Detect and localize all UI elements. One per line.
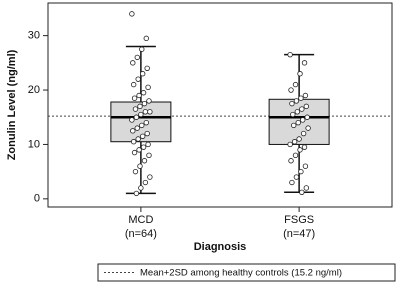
data-point [135, 136, 141, 142]
data-point [134, 125, 140, 131]
data-point [136, 147, 142, 153]
data-point [141, 100, 148, 107]
data-point [142, 109, 149, 115]
data-point [296, 136, 302, 142]
data-point [292, 81, 299, 88]
data-point [297, 147, 303, 153]
data-point [139, 133, 146, 139]
data-point [302, 92, 309, 99]
x-tick-label: MCD [128, 214, 153, 226]
data-point [129, 11, 135, 17]
data-point [136, 92, 142, 99]
data-point [297, 71, 303, 77]
data-point [299, 189, 305, 196]
data-point [142, 179, 149, 186]
data-point [289, 179, 295, 186]
data-point [292, 152, 299, 159]
data-point [146, 98, 152, 104]
data-point [132, 168, 139, 175]
data-point [143, 35, 149, 42]
y-tick-label: 30 [28, 30, 40, 42]
data-point [131, 95, 138, 101]
data-point [139, 46, 145, 52]
x-tick-label: FSGS [284, 214, 314, 226]
data-point [294, 109, 301, 115]
data-point [133, 190, 140, 197]
data-point [299, 106, 305, 112]
data-point [293, 98, 300, 104]
y-tick-label: 10 [28, 138, 40, 150]
data-point [139, 122, 145, 129]
data-point [288, 158, 294, 164]
data-point [138, 185, 144, 191]
data-point [146, 152, 152, 159]
data-point [130, 139, 137, 145]
x-axis-label: Diagnosis [194, 241, 247, 253]
data-point [300, 130, 307, 137]
y-axis-label: Zonulin Level (ng/ml) [6, 49, 18, 160]
data-point [291, 139, 298, 145]
data-point [295, 119, 301, 126]
data-point [137, 103, 143, 110]
data-point [138, 111, 144, 118]
data-point [304, 114, 310, 120]
data-point [301, 60, 308, 66]
x-tick-note: (n=64) [125, 228, 157, 240]
data-point [141, 158, 148, 164]
data-point [147, 109, 153, 115]
data-point [300, 117, 306, 123]
data-point [132, 106, 139, 112]
data-point [133, 114, 140, 120]
data-point [290, 111, 296, 118]
data-point [137, 163, 143, 169]
y-tick-label: 20 [28, 84, 40, 96]
data-point [147, 174, 153, 180]
data-point [289, 100, 295, 107]
data-point [298, 95, 304, 101]
data-point [140, 90, 147, 96]
data-point [130, 128, 136, 134]
data-point [144, 65, 150, 71]
data-point [303, 185, 310, 191]
x-tick-note: (n=47) [283, 228, 315, 240]
data-point [143, 119, 149, 126]
data-point [291, 122, 297, 129]
data-point [140, 144, 147, 150]
data-point [287, 141, 293, 148]
data-point [139, 71, 146, 77]
data-point [130, 60, 136, 66]
legend-label: Mean+2SD among healthy controls (15.2 ng… [140, 268, 342, 279]
legend-box [97, 263, 396, 282]
data-point [135, 76, 141, 82]
data-point [287, 51, 293, 58]
data-point [145, 84, 151, 91]
data-point [288, 87, 294, 93]
data-point [145, 141, 151, 148]
data-point [303, 103, 310, 110]
data-point [130, 81, 137, 88]
data-point [134, 54, 140, 61]
data-point [144, 130, 150, 137]
data-point [305, 125, 311, 131]
data-point [129, 117, 135, 123]
data-point [298, 168, 304, 175]
y-tick-label: 0 [34, 193, 40, 205]
data-point [131, 149, 138, 156]
plot-frame [47, 2, 393, 208]
data-point [293, 174, 300, 180]
data-point [302, 163, 309, 169]
data-point [301, 144, 308, 150]
